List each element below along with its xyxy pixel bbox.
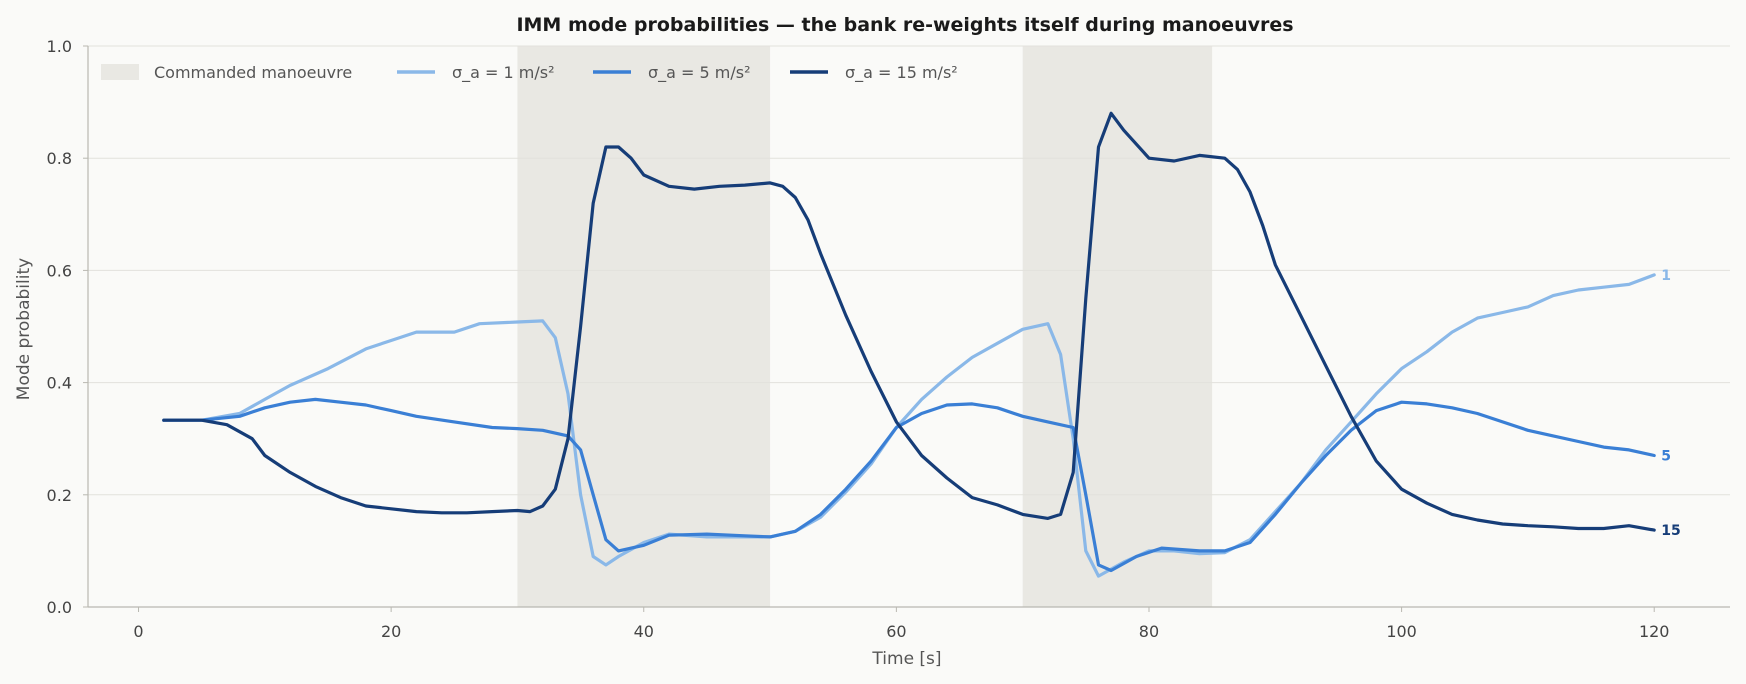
- series-line-1: [162, 273, 1656, 578]
- gridlines: [88, 45, 1730, 496]
- legend-label-series-3: σ_a = 15 m/s²: [845, 63, 958, 83]
- end-label-2: 5: [1661, 449, 1671, 465]
- chart-title: IMM mode probabilities — the bank re-wei…: [516, 14, 1293, 36]
- x-tick-label: 60: [886, 622, 906, 641]
- end-label-3: 15: [1661, 523, 1680, 539]
- manoeuvre-bands: [517, 46, 1213, 607]
- legend-label-series-2: σ_a = 5 m/s²: [648, 63, 751, 83]
- y-axis-label: Mode probability: [14, 258, 34, 400]
- end-label-1: 1: [1661, 268, 1671, 284]
- legend-label-manoeuvre: Commanded manoeuvre: [154, 63, 352, 82]
- x-tick-label: 100: [1386, 622, 1417, 641]
- x-tick-label: 20: [381, 622, 401, 641]
- y-tick-label: 0.2: [47, 486, 72, 505]
- manoeuvre-band-1: [517, 46, 771, 607]
- legend-swatch-manoeuvre: [101, 64, 139, 80]
- legend-label-series-1: σ_a = 1 m/s²: [452, 63, 555, 83]
- legend: Commanded manoeuvre σ_a = 1 m/s² σ_a = 5 m…: [101, 63, 958, 83]
- y-tick-label: 0.8: [47, 149, 72, 168]
- y-tick-label: 0.0: [47, 598, 72, 617]
- tick-labels: 0.0 0.2 0.4 0.6 0.8 1.0 0 20 40 60 80 100 120: [47, 37, 1670, 641]
- x-axis-label: Time [s]: [871, 649, 941, 669]
- x-tick-label: 120: [1639, 622, 1670, 641]
- axes: [83, 45, 1730, 612]
- x-tick-label: 0: [133, 622, 143, 641]
- manoeuvre-band-2: [1022, 46, 1213, 607]
- x-tick-label: 80: [1139, 622, 1159, 641]
- series-line-2: [162, 397, 1656, 573]
- series-lines: [162, 111, 1656, 578]
- y-tick-label: 0.4: [47, 374, 72, 393]
- y-tick-label: 0.6: [47, 261, 72, 280]
- x-tick-label: 40: [634, 622, 654, 641]
- y-tick-label: 1.0: [47, 37, 72, 56]
- series-line-3: [162, 111, 1656, 532]
